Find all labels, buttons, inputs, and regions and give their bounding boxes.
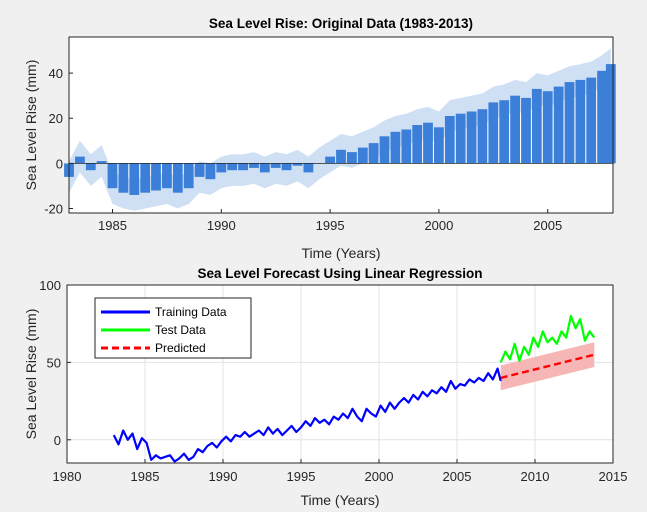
subplot-original-data: 1985 1990 1995 2000 2005 -20 0 20 40 Sea Level R… xyxy=(23,16,616,261)
bar xyxy=(466,111,477,164)
x-axis-label-1: Time (Years) xyxy=(301,245,380,261)
bar xyxy=(444,116,455,164)
subplot-forecast: 1980 1985 1990 1995 2000 2005 2010 2015 0 50 100 S… xyxy=(23,266,627,508)
ticks-1: 1985 1990 1995 2000 2005 -20 0 20 40 xyxy=(44,66,562,233)
y-tick-label: 0 xyxy=(54,433,61,448)
bar xyxy=(510,95,520,164)
line-series-2 xyxy=(112,314,596,463)
legend-box xyxy=(94,297,252,359)
bar xyxy=(542,91,553,164)
x-tick-label: 2005 xyxy=(533,218,562,233)
bar xyxy=(238,163,248,171)
x-axis-label-2: Time (Years) xyxy=(300,492,379,508)
bar xyxy=(553,86,564,164)
y-axis-label-2: Sea Level Rise (mm) xyxy=(23,309,39,440)
ticks-2: 1980 1985 1990 1995 2000 2005 2010 2015 0 50 100 xyxy=(39,278,627,484)
bar xyxy=(412,125,423,164)
legend-label-training: Training Data xyxy=(155,305,227,319)
bar xyxy=(586,77,597,164)
bar xyxy=(347,152,357,164)
bar xyxy=(281,163,292,171)
bar xyxy=(75,156,85,164)
bar xyxy=(336,149,346,164)
bar xyxy=(162,163,172,189)
bar xyxy=(270,163,281,168)
bar xyxy=(488,102,499,164)
bar xyxy=(423,122,433,164)
bar xyxy=(96,161,107,164)
bar xyxy=(194,163,205,177)
predicted-line xyxy=(500,353,595,380)
y-tick-label: 100 xyxy=(39,278,61,293)
y-tick-label: 40 xyxy=(49,66,63,81)
bar xyxy=(259,163,270,173)
chart-title-2: Sea Level Forecast Using Linear Regressi… xyxy=(197,266,482,281)
bar xyxy=(325,156,335,164)
bar xyxy=(129,163,140,195)
x-tick-label: 2015 xyxy=(599,469,628,484)
x-tick-label: 1985 xyxy=(98,218,127,233)
x-tick-label: 2000 xyxy=(365,469,394,484)
y-tick-label: -20 xyxy=(44,201,63,216)
bar xyxy=(521,97,531,164)
y-tick-label: 50 xyxy=(47,355,61,370)
bar xyxy=(172,163,183,193)
x-tick-label: 1980 xyxy=(53,469,82,484)
bar xyxy=(140,163,151,193)
bar xyxy=(107,163,118,189)
bar xyxy=(227,163,238,171)
bar-series-1 xyxy=(64,64,616,195)
x-tick-label: 1985 xyxy=(131,469,160,484)
legend-label-predicted: Predicted xyxy=(155,341,206,355)
bar xyxy=(368,143,379,164)
legend: Training Data Test Data Predicted xyxy=(94,297,252,359)
x-tick-label: 1990 xyxy=(207,218,236,233)
bar xyxy=(357,147,368,164)
training-data-line xyxy=(112,367,502,463)
bar xyxy=(401,129,412,164)
chart-title-1: Sea Level Rise: Original Data (1983-2013… xyxy=(209,16,473,31)
x-tick-label: 2000 xyxy=(424,218,453,233)
legend-label-test: Test Data xyxy=(155,323,206,337)
bar xyxy=(477,109,488,164)
bar xyxy=(205,163,216,180)
bar xyxy=(390,131,401,164)
y-axis-label-1: Sea Level Rise (mm) xyxy=(23,60,39,191)
axes-box-2 xyxy=(66,284,614,464)
x-tick-label: 2005 xyxy=(443,469,472,484)
y-tick-label: 20 xyxy=(49,111,63,126)
bar xyxy=(249,163,259,168)
x-tick-label: 1995 xyxy=(316,218,345,233)
bar xyxy=(455,113,466,164)
bar xyxy=(379,136,390,164)
bar xyxy=(605,64,616,164)
bar xyxy=(216,163,227,173)
bar xyxy=(597,70,607,164)
axes-box-1 xyxy=(68,36,614,214)
x-tick-label: 1995 xyxy=(287,469,316,484)
bar xyxy=(85,163,96,171)
bar xyxy=(531,88,542,164)
x-tick-label: 1990 xyxy=(209,469,238,484)
bar xyxy=(292,163,303,166)
bar xyxy=(499,100,510,164)
bar xyxy=(303,163,314,173)
y-tick-label: 0 xyxy=(56,156,63,171)
test-data-line xyxy=(499,314,596,363)
bar xyxy=(575,79,586,164)
x-tick-label: 2010 xyxy=(521,469,550,484)
bar xyxy=(564,82,575,164)
bar xyxy=(151,163,161,191)
bar xyxy=(183,163,194,189)
bar xyxy=(118,163,129,193)
bar xyxy=(434,127,444,164)
